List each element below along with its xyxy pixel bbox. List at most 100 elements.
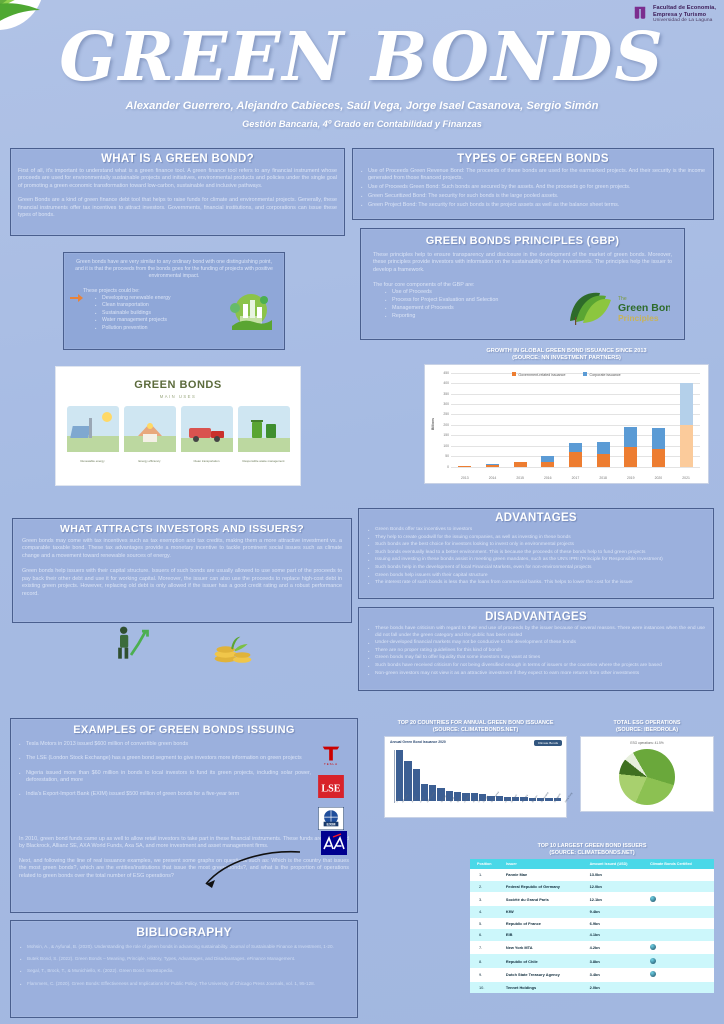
bar: [679, 373, 693, 467]
list-item: Green Project Bond: The security for suc…: [359, 199, 705, 213]
x-tick-label: 2021: [682, 475, 690, 480]
list-item: Issuing and investing in these bonds ass…: [366, 555, 705, 568]
uses-caption: Clean transportation: [193, 459, 220, 463]
svg-text:Principles: Principles: [618, 313, 659, 323]
table-cell: 4.2bn: [587, 940, 648, 955]
chart-total-esg-operations: TOTAL ESG OPERATIONS (SOURCE: IBERDROLA)…: [580, 720, 714, 813]
svg-text:Green Bond: Green Bond: [618, 302, 670, 314]
bar: [541, 373, 555, 467]
table-cell: Dutch State Treasury Agency: [503, 967, 588, 982]
x-tick-label: 2018: [599, 475, 607, 480]
table-cell: 2.: [470, 880, 504, 893]
list-item: Use of Proceeds Green Revenue Bond: The …: [359, 165, 705, 183]
certified-badge-icon: [649, 957, 656, 964]
list-item: India's Export-Import Bank (EXIM) issued…: [17, 788, 311, 802]
panel-types-of-green-bonds: TYPES OF GREEN BONDS Use of Proceeds Gre…: [352, 148, 714, 220]
types-heading: TYPES OF GREEN BONDS: [457, 153, 609, 165]
table-cell: EIB: [503, 929, 588, 941]
certified-cell: [647, 880, 714, 893]
tesla-logo: TESLA: [317, 742, 345, 767]
arrow-right-icon: [70, 293, 83, 302]
gbp-components-list: Use of Proceeds Process for Project Eval…: [361, 286, 684, 323]
what-is-paragraph-1: First of all, it's important to understa…: [18, 168, 337, 189]
svg-text:EXIM: EXIM: [327, 823, 336, 827]
table-row: 3. Société du Grand Paris 12.1bn: [470, 892, 714, 906]
university-logo: Facultad de Economía, Empresa y Turismo …: [634, 5, 716, 24]
bar-segment-corporate: [651, 427, 665, 449]
gridline: [451, 424, 700, 426]
table-cell: KfW: [503, 905, 588, 918]
bar: [596, 373, 610, 467]
y-tick-label: 150: [443, 433, 449, 438]
bar: [528, 798, 537, 802]
bar: [445, 791, 454, 802]
growth-person-icon: [118, 626, 149, 659]
gbp-heading: GREEN BONDS PRINCIPLES (GBP): [425, 235, 620, 247]
certified-cell: [647, 905, 714, 918]
column-header: Amount Issued (USD): [587, 859, 648, 870]
certified-cell: [647, 954, 714, 968]
panel-green-bonds-principles: GREEN BONDS PRINCIPLES (GBP) These princ…: [360, 228, 685, 340]
panel-projects-funded: Green bonds have are very similar to any…: [63, 252, 285, 350]
top20-caption: Annual Green Bond Issuance 2020: [390, 740, 446, 745]
bar: [537, 798, 545, 802]
list-item: Clean transportation: [93, 299, 218, 313]
coins-plant-icon: [214, 636, 252, 663]
list-item: Green bonds may fail to offer liquidity …: [366, 653, 705, 666]
growth-chart-subtitle: (SOURCE: NN INVESTMENT PARTNERS): [512, 354, 621, 361]
certified-cell: [647, 981, 714, 994]
y-tick-label: 100: [443, 443, 449, 448]
examples-paragraph-2: Next, and following the line of real iss…: [19, 857, 349, 879]
projects-lead: These projects could be:: [83, 287, 140, 294]
bar: [429, 785, 437, 802]
legend-item: Government-related issuance: [512, 371, 565, 377]
table-cell: 12.1bn: [587, 892, 648, 906]
poster-authors: Alexander Guerrero, Alejandro Cabieces, …: [125, 100, 599, 112]
bar: [520, 797, 528, 802]
bar-segment-government: [651, 448, 665, 467]
gbp-subheading: The four core components of the GBP are:: [373, 282, 475, 289]
list-item: Segal, T., Brock, T., & Munichiello, K. …: [18, 965, 348, 979]
projects-list: Developing renewable energy Clean transp…: [83, 292, 218, 336]
table-cell: 10.: [470, 981, 504, 994]
types-list: Use of Proceeds Green Revenue Bond: The …: [353, 165, 713, 213]
x-tick-label: 2016: [544, 475, 552, 480]
legend-item: Corporate issuance: [583, 371, 621, 377]
disadvantages-list: These bonds have criticism with regard t…: [359, 623, 713, 681]
chart-growth-global-green-bond-issuance: GROWTH IN GLOBAL GREEN BOND ISSUANCE SIN…: [424, 348, 709, 484]
table-header-row: Position Issuer Amount Issued (USD) Climate…: [470, 859, 714, 870]
table-row: 1. Fannie Mae 13.0bn: [470, 869, 714, 881]
uses-subtitle: MAIN USES: [159, 394, 197, 399]
bar: [651, 373, 665, 467]
list-item: There are no proper rating guidelines fo…: [366, 645, 705, 658]
x-tick-label: 2013: [461, 475, 469, 480]
bar-segment-government: [679, 424, 693, 467]
bar-group: [451, 373, 700, 467]
bar-segment-government: [596, 454, 610, 467]
energy-efficiency-icon: [123, 406, 176, 452]
investors-paragraph-1: Green bonds may come with tax incentives…: [22, 538, 342, 559]
chart-top-10-largest-issuers: TOP 10 LARGEST GREEN BOND ISSUERS (SOURC…: [470, 843, 714, 994]
bar: [512, 797, 520, 802]
table-cell: 3.4bn: [587, 967, 648, 982]
climate-bonds-badge: Climate Bonds: [533, 740, 562, 747]
bar: [454, 792, 462, 802]
table-cell: 9.: [470, 967, 504, 982]
bar: [437, 788, 445, 802]
top20-canvas: Annual Green Bond Issuance 2020 Climate …: [384, 736, 574, 819]
table-row: 2. Federal Republic of Germany 12.0bn: [470, 880, 714, 893]
list-item: Tesla Motors in 2013 issued $600 million…: [17, 738, 311, 752]
list-item: Such bonds have received criticism for n…: [366, 660, 705, 673]
top10-title: TOP 10 LARGEST GREEN BOND ISSUERS: [537, 843, 647, 849]
top20-y-axis: [394, 750, 395, 804]
bar-segment-corporate: [596, 442, 610, 455]
bar: [458, 373, 472, 467]
table-cell: 5.: [470, 917, 504, 930]
uses-caption: Responsible waste management: [242, 459, 285, 463]
list-item: Green bonds help issuers with their capi…: [366, 570, 705, 583]
table-cell: 4.1bn: [587, 929, 648, 941]
list-item: Flammers, C. (2020). Green Bonds: Effect…: [18, 977, 348, 991]
certified-badge-icon: [649, 971, 656, 978]
certified-cell: [647, 869, 714, 881]
renewable-energy-icon: [66, 406, 119, 452]
